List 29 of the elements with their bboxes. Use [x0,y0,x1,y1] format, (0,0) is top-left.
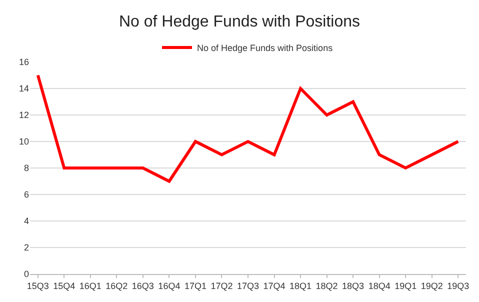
x-tick-label: 19Q2 [420,280,443,291]
y-tick-label: 10 [18,136,29,147]
y-tick-label: 0 [24,269,29,280]
x-tick-label: 17Q1 [184,280,206,291]
y-tick-label: 6 [24,190,29,200]
x-tick-label: 16Q2 [106,280,128,291]
y-tick-label: 8 [24,163,29,174]
x-tick-label: 18Q1 [290,280,312,291]
y-tick-label: 12 [18,110,29,120]
legend-label: No of Hedge Funds with Positions [197,43,334,54]
y-tick-label: 14 [18,84,29,94]
x-tick-label: 16Q3 [132,280,154,291]
chart-title: No of Hedge Funds with Positions [118,13,360,30]
x-tick-label: 18Q4 [368,280,390,291]
x-tick-label: 19Q3 [447,280,470,291]
x-tick-label: 19Q1 [394,280,417,291]
x-tick-label: 17Q4 [263,280,286,291]
x-tick-label: 17Q3 [236,280,260,291]
x-tick-label: 17Q2 [210,280,233,291]
y-tick-label: 4 [24,216,29,226]
x-tick-label: 16Q4 [158,280,180,291]
x-tick-label: 18Q3 [342,280,364,291]
line-series [36,74,460,183]
y-tick-label: 2 [24,242,29,253]
x-tick-label: 15Q3 [26,280,49,291]
y-tick-label: 16 [18,57,29,68]
x-tick-label: 16Q1 [79,280,102,291]
x-tick-label: 18Q2 [316,280,338,291]
x-tick-label: 15Q4 [53,280,76,291]
